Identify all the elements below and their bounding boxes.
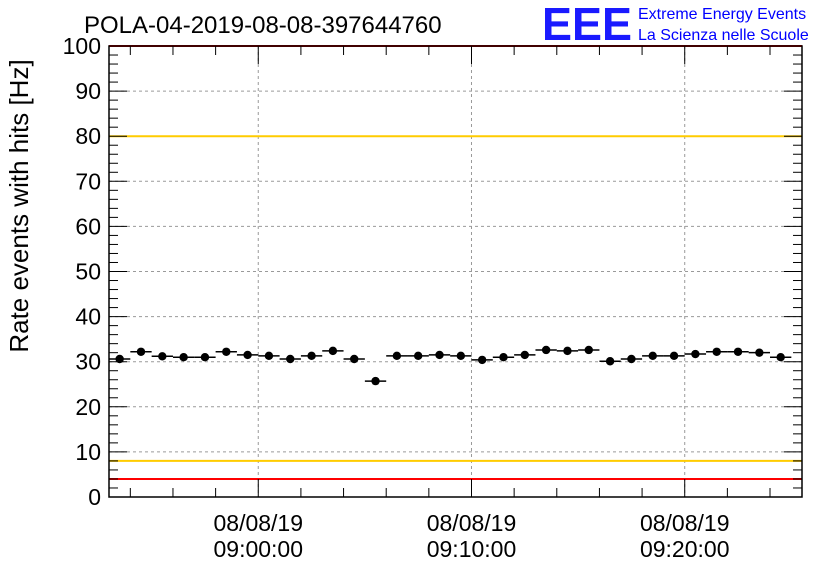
data-point-marker — [520, 350, 529, 360]
data-point — [556, 346, 579, 356]
y-tick-label: 60 — [75, 213, 101, 239]
data-point-marker — [755, 348, 764, 357]
data-point-marker — [392, 351, 402, 361]
data-point — [620, 354, 643, 364]
data-points — [109, 345, 792, 386]
eee-logo-line1: Extreme Energy Events — [638, 6, 806, 23]
data-point-marker — [307, 351, 316, 361]
x-tick-label-time: 09:10:00 — [427, 536, 517, 562]
x-tick-label-time: 09:00:00 — [213, 536, 303, 562]
y-tick-label: 40 — [75, 304, 101, 330]
data-point — [684, 349, 707, 359]
data-point-marker — [669, 351, 679, 361]
data-point — [215, 347, 237, 356]
data-point-marker — [648, 351, 657, 361]
data-point-marker — [222, 347, 231, 356]
reference-lines — [109, 45, 802, 480]
data-point-marker — [456, 351, 466, 361]
data-point-marker — [286, 354, 295, 364]
data-point-marker — [605, 357, 615, 366]
x-tick-label-date: 08/08/19 — [640, 510, 730, 536]
data-point — [748, 348, 771, 357]
x-tick-labels: 08/08/1909:00:0008/08/1909:10:0008/08/19… — [213, 510, 729, 562]
y-tick-label: 30 — [75, 349, 101, 375]
data-point — [109, 354, 131, 364]
data-point — [194, 352, 216, 362]
data-point — [578, 345, 600, 355]
data-point — [492, 352, 515, 362]
data-point — [258, 351, 280, 361]
data-point — [599, 357, 621, 366]
data-point — [706, 347, 728, 356]
data-point-marker — [264, 351, 274, 361]
data-point-marker — [413, 351, 423, 361]
x-tick-label-date: 08/08/19 — [427, 510, 517, 536]
data-point-marker — [200, 352, 210, 362]
y-tick-labels: 0 10 20 30 40 50 60 70 80 90 100 — [63, 33, 101, 510]
y-axis-title: Rate events with hits [Hz] — [4, 59, 34, 352]
data-point — [770, 352, 792, 362]
data-point — [663, 351, 685, 361]
data-point-marker — [563, 346, 572, 356]
data-point-marker — [179, 352, 188, 362]
data-point-marker — [627, 354, 636, 364]
data-point — [642, 351, 664, 361]
data-point — [386, 351, 408, 361]
eee-logo-letters: EEE — [542, 0, 632, 50]
data-point-marker — [435, 350, 444, 360]
y-tick-label: 80 — [75, 123, 101, 149]
data-point — [450, 351, 472, 361]
data-point-marker — [733, 347, 743, 356]
data-point-marker — [115, 354, 124, 364]
data-point-marker — [776, 352, 785, 362]
data-point — [151, 352, 173, 361]
y-tick-label: 20 — [75, 394, 101, 420]
data-point — [727, 347, 749, 356]
y-tick-label: 90 — [75, 78, 101, 104]
eee-logo-line2: La Scienza nelle Scuole — [638, 27, 809, 44]
data-point-marker — [477, 355, 487, 365]
data-point — [471, 355, 493, 365]
x-tick-label-date: 08/08/19 — [213, 510, 303, 536]
chart-title: POLA-04-2019-08-08-397644760 — [84, 12, 442, 39]
data-point-marker — [712, 347, 721, 356]
data-point-marker — [584, 345, 593, 355]
data-point-marker — [499, 352, 508, 362]
y-tick-label: 70 — [75, 168, 101, 194]
data-point-marker — [328, 346, 338, 356]
data-point-marker — [243, 350, 252, 360]
data-point — [535, 345, 557, 355]
data-point — [236, 350, 259, 360]
data-point — [428, 350, 451, 360]
grid — [109, 46, 802, 497]
data-point — [300, 351, 323, 361]
y-tick-label: 100 — [63, 33, 101, 59]
data-point — [514, 350, 536, 360]
data-point-marker — [371, 376, 380, 386]
data-point — [364, 376, 387, 386]
data-point — [343, 354, 365, 364]
axes — [108, 45, 803, 498]
data-point — [407, 351, 429, 361]
data-point-marker — [541, 345, 551, 355]
eee-logo: EEE Extreme Energy Events La Scienza nel… — [542, 0, 809, 50]
data-point — [279, 354, 301, 364]
y-tick-label: 50 — [75, 259, 101, 285]
data-point-marker — [158, 352, 167, 361]
data-point — [322, 346, 344, 356]
data-point-marker — [691, 349, 700, 359]
data-point — [172, 352, 195, 362]
y-tick-label: 0 — [88, 484, 101, 510]
data-point-marker — [136, 347, 146, 356]
data-point-marker — [350, 354, 359, 364]
y-tick-label: 10 — [75, 439, 101, 465]
data-point — [130, 347, 152, 356]
x-tick-label-time: 09:20:00 — [640, 536, 730, 562]
